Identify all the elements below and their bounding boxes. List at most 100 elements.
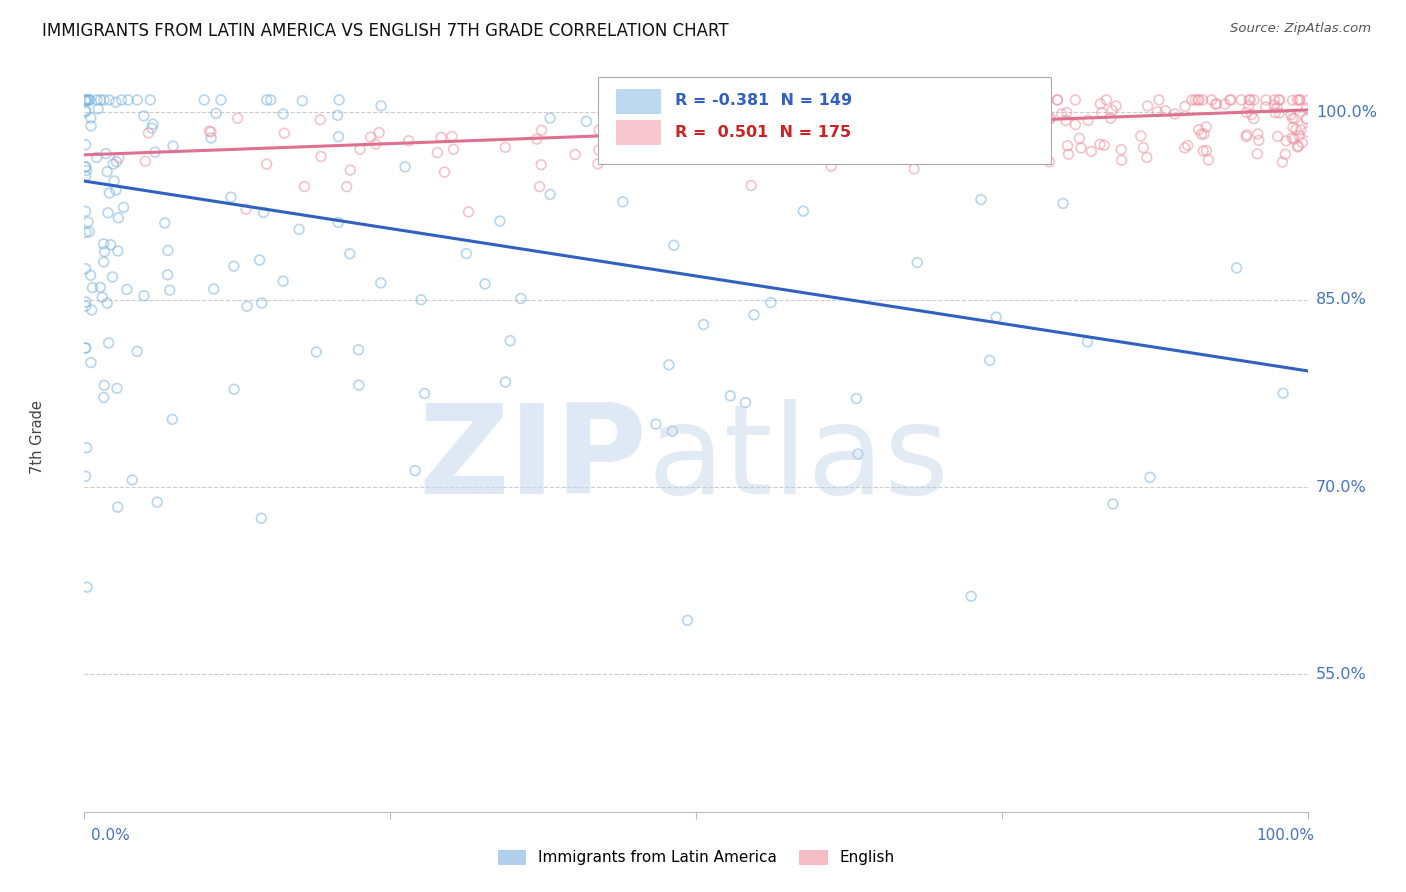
- Point: [1109, 143, 1132, 157]
- Point: [97, 206, 120, 220]
- Point: [1274, 147, 1296, 161]
- Point: [328, 215, 350, 229]
- Point: [121, 473, 143, 487]
- Point: [1146, 104, 1168, 119]
- Point: [80, 111, 103, 125]
- Point: [115, 282, 138, 296]
- Point: [108, 151, 131, 165]
- Point: [1285, 122, 1308, 136]
- Point: [1046, 93, 1069, 107]
- Point: [564, 147, 586, 161]
- Point: [963, 116, 986, 130]
- Point: [1092, 138, 1115, 153]
- Point: [1136, 99, 1159, 113]
- Point: [75, 469, 97, 483]
- Point: [1243, 112, 1265, 126]
- Point: [328, 129, 350, 144]
- Point: [75, 204, 97, 219]
- Point: [1295, 101, 1317, 115]
- Point: [588, 123, 610, 137]
- Point: [156, 244, 179, 258]
- Point: [1046, 93, 1069, 107]
- Point: [815, 93, 838, 107]
- Point: [1201, 93, 1223, 107]
- Point: [256, 93, 278, 107]
- Point: [77, 225, 100, 239]
- Point: [529, 179, 551, 194]
- Point: [249, 253, 271, 268]
- Point: [104, 95, 127, 109]
- Point: [1282, 120, 1305, 135]
- Point: [792, 204, 814, 219]
- Point: [1239, 93, 1261, 107]
- Point: [443, 142, 465, 156]
- Point: [1111, 153, 1133, 168]
- Point: [236, 299, 259, 313]
- Point: [75, 93, 97, 107]
- Point: [869, 140, 891, 154]
- Point: [474, 277, 496, 291]
- Point: [1192, 127, 1215, 141]
- Point: [1069, 131, 1091, 145]
- Point: [100, 237, 122, 252]
- Point: [494, 375, 516, 389]
- Point: [1234, 105, 1257, 120]
- Legend: Immigrants from Latin America, English: Immigrants from Latin America, English: [492, 844, 900, 871]
- Point: [1226, 260, 1249, 275]
- Point: [662, 238, 685, 252]
- Point: [1019, 93, 1042, 107]
- Point: [202, 282, 225, 296]
- Point: [75, 295, 97, 310]
- Point: [193, 93, 215, 107]
- Point: [328, 93, 350, 107]
- Point: [1271, 155, 1294, 169]
- Point: [75, 169, 97, 183]
- Point: [107, 500, 129, 515]
- Point: [612, 194, 634, 209]
- Point: [326, 108, 349, 122]
- Point: [731, 116, 754, 130]
- Point: [250, 511, 273, 525]
- Point: [98, 186, 121, 200]
- Point: [967, 103, 990, 117]
- Point: [1188, 93, 1211, 107]
- Point: [1154, 103, 1177, 118]
- Point: [1088, 137, 1111, 152]
- FancyBboxPatch shape: [616, 88, 661, 112]
- Point: [142, 117, 165, 131]
- Point: [797, 141, 820, 155]
- Point: [75, 105, 97, 120]
- Point: [986, 144, 1008, 158]
- Point: [156, 268, 179, 282]
- Point: [1136, 151, 1159, 165]
- Point: [336, 179, 359, 194]
- Point: [1286, 93, 1309, 107]
- Point: [86, 93, 108, 107]
- Point: [1243, 93, 1265, 107]
- Point: [1008, 132, 1031, 146]
- Point: [1295, 112, 1317, 127]
- Point: [256, 157, 278, 171]
- Point: [75, 299, 97, 313]
- Point: [413, 386, 436, 401]
- Point: [530, 123, 553, 137]
- Point: [1095, 93, 1118, 107]
- Point: [93, 93, 115, 107]
- Point: [162, 412, 184, 426]
- Point: [132, 109, 155, 123]
- Point: [1264, 93, 1286, 107]
- Point: [82, 280, 104, 294]
- Point: [1236, 128, 1258, 142]
- Point: [980, 105, 1002, 120]
- Point: [1288, 128, 1310, 143]
- Point: [734, 395, 756, 409]
- Point: [976, 142, 998, 156]
- Point: [205, 106, 228, 120]
- Point: [846, 447, 869, 461]
- Point: [209, 93, 232, 107]
- Point: [981, 93, 1004, 107]
- Point: [426, 145, 449, 160]
- Point: [1177, 138, 1199, 153]
- Point: [662, 116, 685, 130]
- Point: [347, 378, 370, 392]
